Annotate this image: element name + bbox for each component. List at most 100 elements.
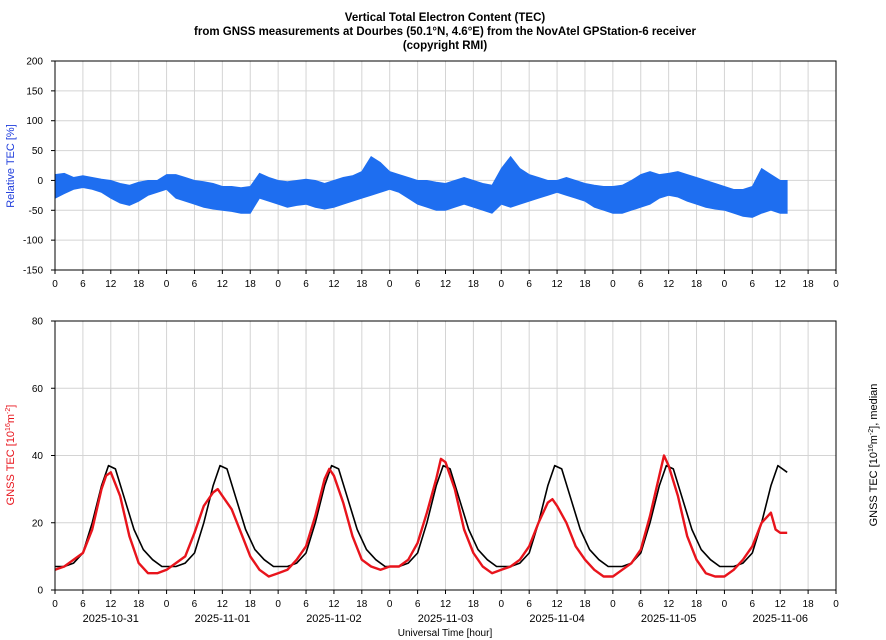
gnss-tec-y-label-unit: m	[5, 414, 17, 423]
date-label: 2025-11-04	[529, 613, 584, 625]
relative-tec-x-tick-label: 18	[356, 279, 368, 290]
gnss-tec-x-tick-label: 12	[217, 599, 229, 610]
gnss-tec-x-tick-label: 18	[133, 599, 145, 610]
relative-tec-y-tick-label: 200	[26, 57, 43, 68]
relative-tec-x-tick-label: 12	[663, 279, 675, 290]
relative-tec-x-tick-label: 18	[803, 279, 815, 290]
median-label-end: ], median	[868, 384, 880, 429]
gnss-tec-x-tick-label: 6	[526, 599, 532, 610]
gnss-tec-x-ticks: 0 6 12 18 0 6 12 18 0 6 12 18 0 6 12 18 0 6 12 18 0 6 12 18 0 6 12…	[52, 590, 839, 610]
date-label: 2025-11-03	[418, 613, 473, 625]
gnss-tec-y-label-unit-exp: -2	[5, 408, 12, 414]
relative-tec-y-label: Relative TEC [%]	[5, 124, 17, 208]
relative-tec-x-tick-label: 0	[387, 279, 393, 290]
x-axis-label: Universal Time [hour]	[398, 628, 493, 639]
relative-tec-x-tick-label: 6	[80, 279, 86, 290]
relative-tec-x-tick-label: 12	[105, 279, 117, 290]
gnss-tec-y-label-end: ]	[5, 405, 17, 408]
relative-tec-y-tick-label: 150	[26, 86, 43, 97]
gnss-tec-x-tick-label: 18	[468, 599, 480, 610]
relative-tec-x-tick-label: 0	[833, 279, 839, 290]
relative-tec-y-tick-label: -50	[29, 206, 44, 217]
relative-tec-y-tick-label: 100	[26, 116, 43, 127]
median-tec-line	[55, 464, 788, 568]
relative-tec-x-tick-label: 0	[275, 279, 281, 290]
relative-tec-x-tick-label: 0	[722, 279, 728, 290]
gnss-tec-y-tick-label: 80	[32, 317, 44, 328]
median-label-base: GNSS TEC [10	[868, 452, 880, 526]
gnss-tec-x-tick-label: 18	[356, 599, 368, 610]
gnss-tec-x-tick-label: 0	[275, 599, 281, 610]
gnss-tec-x-tick-label: 6	[638, 599, 644, 610]
date-label: 2025-11-06	[752, 613, 807, 625]
relative-tec-x-tick-label: 18	[245, 279, 257, 290]
gnss-tec-x-tick-label: 12	[552, 599, 564, 610]
gnss-tec-x-tick-label: 0	[499, 599, 505, 610]
gnss-tec-x-tick-label: 0	[52, 599, 58, 610]
median-label-unit-exp: -2	[868, 429, 875, 435]
date-label: 2025-11-02	[306, 613, 361, 625]
relative-tec-x-tick-label: 6	[415, 279, 421, 290]
relative-tec-x-tick-label: 18	[133, 279, 145, 290]
relative-tec-x-ticks: 0 6 12 18 0 6 12 18 0 6 12 18 0 6 12 18 0 6 12 18 0 6 12 18 0 6 12…	[52, 270, 839, 290]
relative-tec-panel: -150 -100 -50 0 50 100 150 200 0 6 12 18 0 6 12 18 0 6 12…	[5, 57, 839, 291]
relative-tec-x-tick-label: 18	[579, 279, 591, 290]
relative-tec-x-tick-label: 0	[610, 279, 616, 290]
gnss-tec-line	[54, 454, 788, 578]
relative-tec-series	[54, 155, 788, 218]
gnss-tec-y-label-exp: 16	[5, 423, 12, 431]
gnss-tec-y-tick-label: 40	[32, 451, 44, 462]
relative-tec-x-tick-label: 18	[691, 279, 703, 290]
gnss-tec-y-tick-label: 0	[37, 586, 43, 597]
gnss-tec-x-tick-label: 6	[80, 599, 86, 610]
relative-tec-x-tick-label: 12	[775, 279, 787, 290]
relative-tec-x-tick-label: 12	[328, 279, 340, 290]
gnss-tec-x-tick-label: 12	[328, 599, 340, 610]
relative-tec-x-tick-label: 12	[552, 279, 564, 290]
relative-tec-x-tick-label: 6	[192, 279, 198, 290]
date-label: 2025-11-05	[641, 613, 696, 625]
relative-tec-x-tick-label: 0	[499, 279, 505, 290]
relative-tec-x-tick-label: 6	[750, 279, 756, 290]
gnss-tec-date-labels: 2025-10-31 2025-11-01 2025-11-02 2025-11-03…	[83, 613, 808, 625]
chart-title-line-1: Vertical Total Electron Content (TEC)	[345, 12, 546, 24]
gnss-tec-x-tick-label: 0	[833, 599, 839, 610]
gnss-tec-x-tick-label: 18	[803, 599, 815, 610]
date-label: 2025-11-01	[195, 613, 250, 625]
chart-title-line-2: from GNSS measurements at Dourbes (50.1°…	[194, 26, 696, 38]
gnss-tec-x-tick-label: 12	[663, 599, 675, 610]
relative-tec-x-tick-label: 12	[217, 279, 229, 290]
gnss-tec-x-tick-label: 6	[303, 599, 309, 610]
relative-tec-y-tick-label: -150	[23, 266, 43, 277]
gnss-tec-x-tick-label: 6	[192, 599, 198, 610]
relative-tec-x-tick-label: 6	[526, 279, 532, 290]
gnss-tec-x-tick-label: 0	[722, 599, 728, 610]
relative-tec-y-tick-label: 0	[37, 176, 43, 187]
gnss-tec-y-label: GNSS TEC [1016m-2]	[5, 405, 17, 506]
gnss-tec-x-tick-label: 18	[579, 599, 591, 610]
gnss-tec-y-tick-label: 20	[32, 518, 44, 529]
gnss-tec-y-ticks: 0 20 40 60 80	[32, 317, 55, 597]
median-label-exp: 16	[868, 444, 875, 452]
gnss-tec-y-tick-label: 60	[32, 384, 44, 395]
median-label-unit: m	[868, 435, 880, 444]
relative-tec-y-ticks: -150 -100 -50 0 50 100 150 200	[23, 57, 55, 277]
gnss-tec-median-y-label: GNSS TEC [1016m-2], median	[868, 384, 880, 527]
relative-tec-x-tick-label: 12	[440, 279, 452, 290]
gnss-tec-x-tick-label: 6	[415, 599, 421, 610]
gnss-tec-x-tick-label: 0	[164, 599, 170, 610]
relative-tec-x-tick-label: 18	[468, 279, 480, 290]
relative-tec-x-tick-label: 0	[164, 279, 170, 290]
gnss-tec-y-label-base: GNSS TEC [10	[5, 431, 17, 505]
date-label: 2025-10-31	[83, 613, 139, 625]
gnss-tec-x-tick-label: 0	[610, 599, 616, 610]
gnss-tec-x-tick-label: 0	[387, 599, 393, 610]
gnss-tec-x-tick-label: 12	[440, 599, 452, 610]
gnss-tec-x-tick-label: 18	[691, 599, 703, 610]
gnss-tec-x-tick-label: 12	[105, 599, 117, 610]
gnss-tec-x-tick-label: 6	[750, 599, 756, 610]
relative-tec-x-tick-label: 6	[303, 279, 309, 290]
gnss-tec-series	[54, 454, 788, 578]
chart-title-line-3: (copyright RMI)	[403, 40, 487, 52]
